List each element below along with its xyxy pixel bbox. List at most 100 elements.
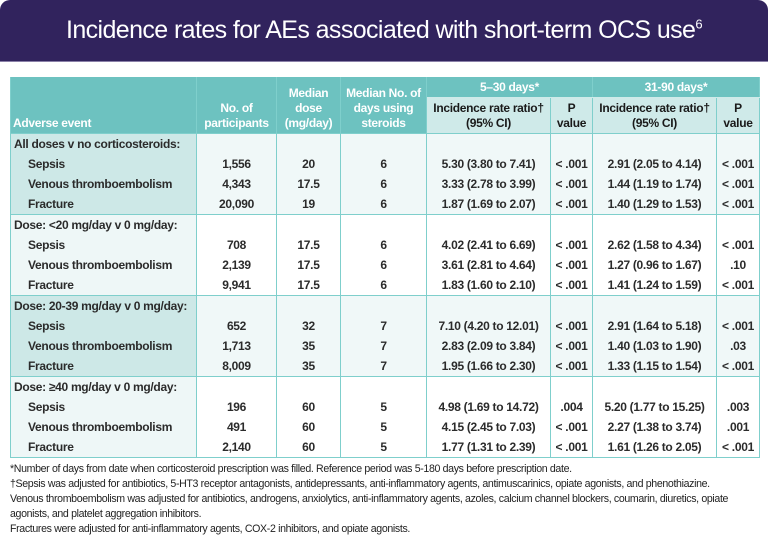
- dose-cell: 60: [276, 417, 341, 437]
- empty-cell: [550, 214, 593, 235]
- days-cell: 5: [340, 437, 427, 458]
- irr2-cell: 1.44 (1.19 to 1.74): [592, 174, 717, 194]
- group-label: Dose: 20-39 mg/day v 0 mg/day:: [10, 295, 197, 316]
- empty-cell: [716, 295, 760, 316]
- p2-cell: .03: [716, 336, 760, 356]
- group-header-row: Dose: 20-39 mg/day v 0 mg/day:: [10, 295, 760, 316]
- p1-cell: < .001: [550, 194, 593, 215]
- table-row: Venous thromboembolism 1,713 35 7 2.83 (2.09…: [10, 336, 760, 356]
- empty-cell: [276, 133, 341, 154]
- footnotes: *Number of days from date when corticost…: [10, 462, 762, 537]
- dose-cell: 17.5: [276, 255, 341, 275]
- header-period-31-90: 31-90 days*: [592, 77, 760, 98]
- header-median-days: Median No. of days using steroids: [340, 77, 427, 134]
- p2-cell: < .001: [716, 437, 760, 458]
- irr2-cell: 2.91 (2.05 to 4.14): [592, 154, 717, 174]
- days-cell: 6: [340, 275, 427, 296]
- empty-cell: [550, 376, 593, 397]
- p2-cell: < .001: [716, 235, 760, 255]
- dose-cell: 60: [276, 397, 341, 417]
- event-cell: Sepsis: [10, 235, 197, 255]
- n-cell: 4,343: [196, 174, 277, 194]
- event-cell: Fracture: [10, 356, 197, 377]
- irr2-cell: 2.62 (1.58 to 4.34): [592, 235, 717, 255]
- footnote-days: *Number of days from date when corticost…: [10, 463, 572, 475]
- row-group: Dose: 20-39 mg/day v 0 mg/day: Sepsis 652 3…: [10, 295, 760, 377]
- n-cell: 1,713: [196, 336, 277, 356]
- n-cell: 9,941: [196, 275, 277, 296]
- header-adverse-event: Adverse event: [10, 77, 197, 134]
- footnote-sepsis: †Sepsis was adjusted for antibiotics, 5-…: [10, 478, 710, 490]
- irr2-cell: 1.27 (0.96 to 1.67): [592, 255, 717, 275]
- dose-cell: 35: [276, 356, 341, 377]
- table-row: Venous thromboembolism 2,139 17.5 6 3.61 (2.…: [10, 255, 760, 275]
- p1-cell: < .001: [550, 255, 593, 275]
- irr2-cell: 1.40 (1.29 to 1.53): [592, 194, 717, 215]
- irr1-cell: 4.15 (2.45 to 7.03): [426, 417, 551, 437]
- p1-cell: < .001: [550, 275, 593, 296]
- dose-cell: 32: [276, 316, 341, 336]
- event-cell: Fracture: [10, 194, 197, 215]
- irr1-cell: 3.33 (2.78 to 3.99): [426, 174, 551, 194]
- p2-cell: < .001: [716, 275, 760, 296]
- table-row: Fracture 9,941 17.5 6 1.83 (1.60 to 2.10) < .…: [10, 275, 760, 296]
- group-header-row: Dose: ≥40 mg/day v 0 mg/day:: [10, 376, 760, 397]
- empty-cell: [196, 295, 277, 316]
- empty-cell: [196, 376, 277, 397]
- irr1-cell: 1.83 (1.60 to 2.10): [426, 275, 551, 296]
- event-cell: Venous thromboembolism: [10, 174, 197, 194]
- empty-cell: [276, 376, 341, 397]
- n-cell: 1,556: [196, 154, 277, 174]
- empty-cell: [716, 214, 760, 235]
- dose-cell: 17.5: [276, 235, 341, 255]
- table-row: Sepsis 196 60 5 4.98 (1.69 to 14.72) .004 5.20…: [10, 397, 760, 417]
- days-cell: 6: [340, 255, 427, 275]
- empty-cell: [426, 376, 551, 397]
- p2-cell: < .001: [716, 174, 760, 194]
- empty-cell: [196, 133, 277, 154]
- irr2-cell: 1.41 (1.24 to 1.59): [592, 275, 717, 296]
- n-cell: 491: [196, 417, 277, 437]
- p2-cell: < .001: [716, 154, 760, 174]
- p1-cell: < .001: [550, 235, 593, 255]
- header-period-5-30: 5–30 days*: [426, 77, 593, 98]
- empty-cell: [340, 214, 427, 235]
- row-group: Dose: ≥40 mg/day v 0 mg/day: Sepsis 196 60 5…: [10, 376, 760, 458]
- days-cell: 6: [340, 174, 427, 194]
- n-cell: 8,009: [196, 356, 277, 377]
- dose-cell: 35: [276, 336, 341, 356]
- irr2-cell: 1.40 (1.03 to 1.90): [592, 336, 717, 356]
- p1-cell: < .001: [550, 154, 593, 174]
- event-cell: Fracture: [10, 275, 197, 296]
- dose-cell: 17.5: [276, 275, 341, 296]
- p2-cell: < .001: [716, 316, 760, 336]
- header-participants: No. of participants: [196, 77, 277, 134]
- table-row: Sepsis 652 32 7 7.10 (4.20 to 12.01) < .001 2.…: [10, 316, 760, 336]
- group-header-row: All doses v no corticosteroids:: [10, 133, 760, 154]
- empty-cell: [426, 295, 551, 316]
- empty-cell: [716, 376, 760, 397]
- table-row: Fracture 20,090 19 6 1.87 (1.69 to 2.07) < .0…: [10, 194, 760, 215]
- irr2-cell: 2.91 (1.64 to 5.18): [592, 316, 717, 336]
- title-reference: 6: [695, 16, 702, 32]
- irr1-cell: 2.83 (2.09 to 3.84): [426, 336, 551, 356]
- group-header-row: Dose: <20 mg/day v 0 mg/day:: [10, 214, 760, 235]
- dose-cell: 60: [276, 437, 341, 458]
- irr1-cell: 5.30 (3.80 to 7.41): [426, 154, 551, 174]
- header-irr-1: Incidence rate ratio† (95% CI): [426, 97, 551, 134]
- header-irr-2: Incidence rate ratio† (95% CI): [592, 97, 717, 134]
- header-p-1: P value: [550, 97, 593, 134]
- p1-cell: < .001: [550, 174, 593, 194]
- page-title: Incidence rates for AEs associated with …: [66, 16, 703, 45]
- n-cell: 708: [196, 235, 277, 255]
- p1-cell: .004: [550, 397, 593, 417]
- irr1-cell: 3.61 (2.81 to 4.64): [426, 255, 551, 275]
- table-row: Venous thromboembolism 4,343 17.5 6 3.33 (2.…: [10, 174, 760, 194]
- event-cell: Sepsis: [10, 154, 197, 174]
- event-cell: Fracture: [10, 437, 197, 458]
- empty-cell: [340, 376, 427, 397]
- incidence-table: Adverse event No. of participants Median…: [10, 77, 760, 458]
- irr2-cell: 1.61 (1.26 to 2.05): [592, 437, 717, 458]
- event-cell: Sepsis: [10, 316, 197, 336]
- p1-cell: < .001: [550, 316, 593, 336]
